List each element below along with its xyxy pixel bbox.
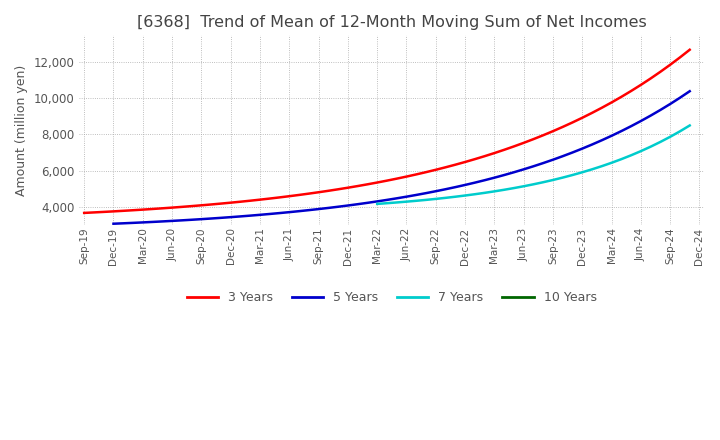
Y-axis label: Amount (million yen): Amount (million yen) <box>15 64 28 196</box>
Legend: 3 Years, 5 Years, 7 Years, 10 Years: 3 Years, 5 Years, 7 Years, 10 Years <box>182 286 602 309</box>
Title: [6368]  Trend of Mean of 12-Month Moving Sum of Net Incomes: [6368] Trend of Mean of 12-Month Moving … <box>137 15 647 30</box>
